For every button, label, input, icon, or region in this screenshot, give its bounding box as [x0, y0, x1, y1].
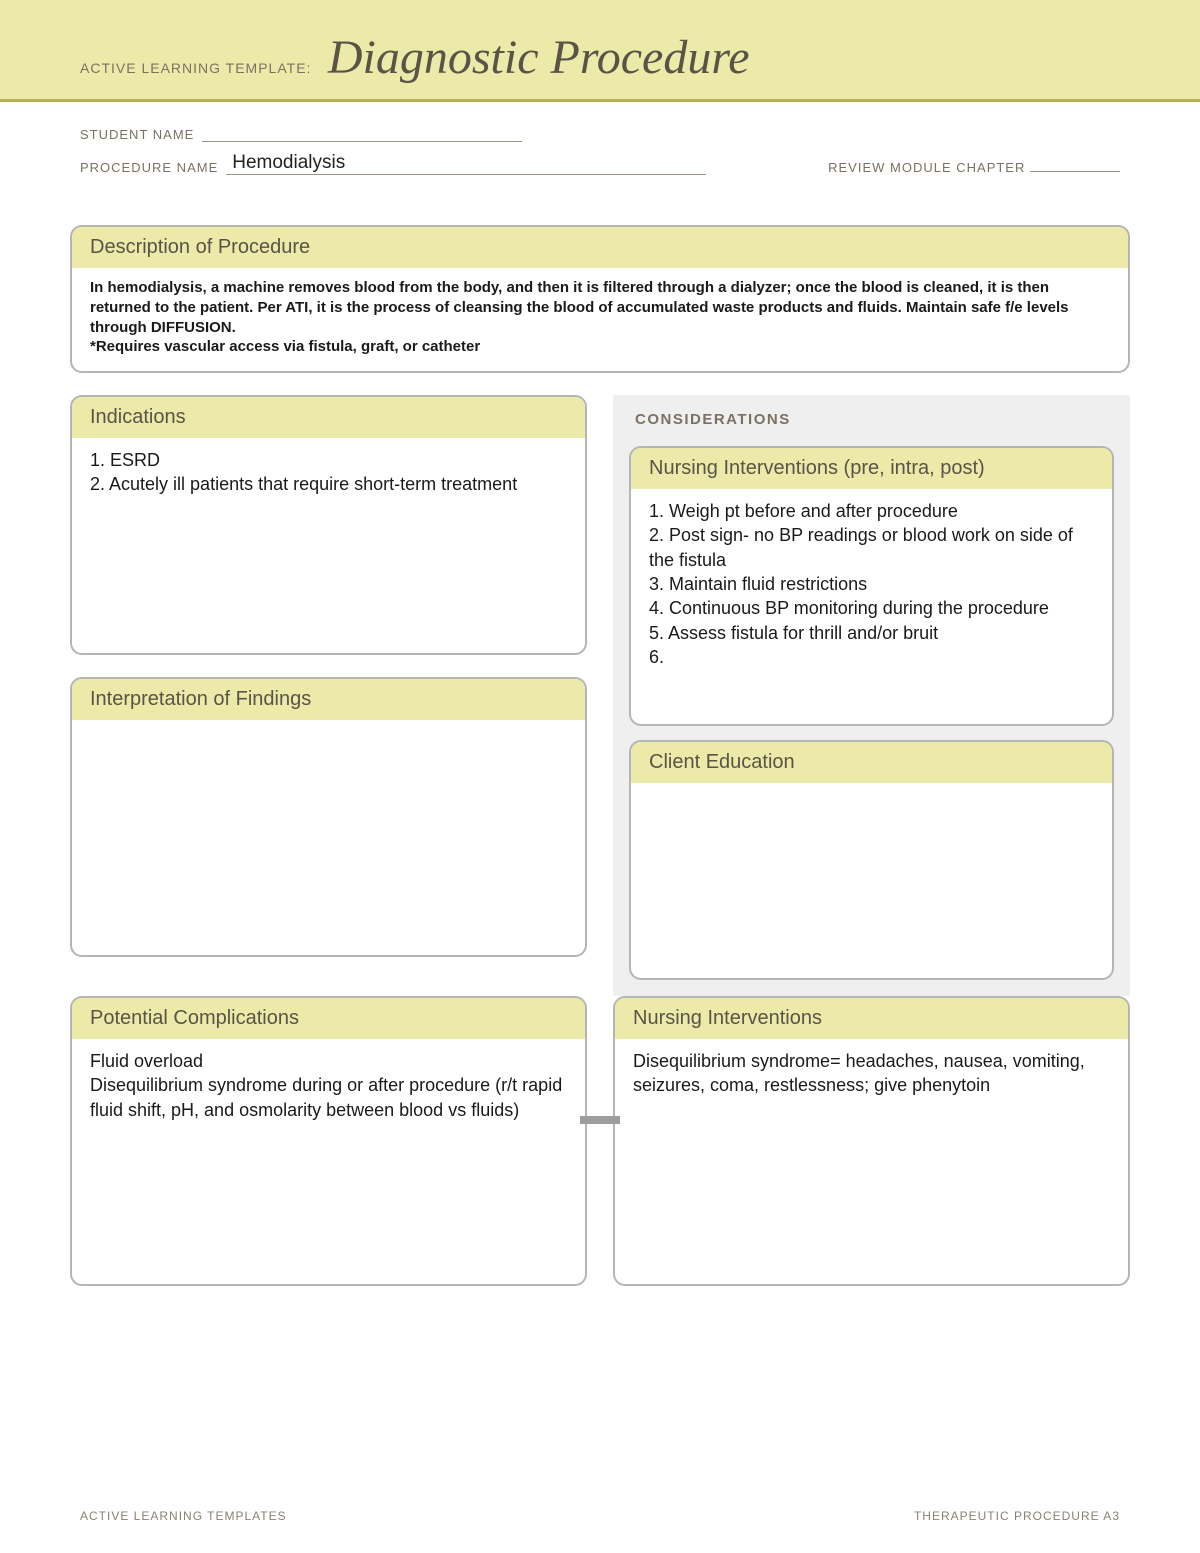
description-box: Description of Procedure In hemodialysis… [70, 225, 1130, 373]
review-chapter-label-text: REVIEW MODULE CHAPTER [828, 160, 1025, 175]
right-column: CONSIDERATIONS Nursing Interventions (pr… [613, 395, 1130, 996]
indications-body: 1. ESRD2. Acutely ill patients that requ… [72, 438, 585, 511]
considerations-panel: CONSIDERATIONS Nursing Interventions (pr… [613, 395, 1130, 996]
client-education-box: Client Education [629, 740, 1114, 980]
box-connector [580, 1116, 620, 1124]
review-chapter-field[interactable] [1030, 156, 1120, 172]
nursing-interventions2-title: Nursing Interventions [615, 998, 1128, 1039]
bottom-row: Potential Complications Fluid overloadDi… [70, 996, 1130, 1286]
footer-right: THERAPEUTIC PROCEDURE A3 [914, 1509, 1120, 1523]
indications-box: Indications 1. ESRD2. Acutely ill patien… [70, 395, 587, 655]
nursing-interventions-box: Nursing Interventions (pre, intra, post)… [629, 446, 1114, 726]
procedure-name-label: PROCEDURE NAME [80, 160, 218, 175]
nursing-interventions2-body: Disequilibrium syndrome= headaches, naus… [615, 1039, 1128, 1112]
procedure-name-field[interactable]: Hemodialysis [226, 152, 706, 175]
page-footer: ACTIVE LEARNING TEMPLATES THERAPEUTIC PR… [80, 1509, 1120, 1523]
footer-left: ACTIVE LEARNING TEMPLATES [80, 1509, 287, 1523]
client-education-title: Client Education [631, 742, 1112, 783]
student-name-field[interactable] [202, 126, 522, 142]
left-column: Indications 1. ESRD2. Acutely ill patien… [70, 395, 587, 996]
complications-body: Fluid overloadDisequilibrium syndrome du… [72, 1039, 585, 1136]
header-band: ACTIVE LEARNING TEMPLATE: Diagnostic Pro… [0, 0, 1200, 102]
interpretation-title: Interpretation of Findings [72, 679, 585, 720]
template-type-label: ACTIVE LEARNING TEMPLATE: [80, 60, 311, 76]
student-name-label: STUDENT NAME [80, 127, 194, 142]
meta-block: STUDENT NAME PROCEDURE NAME Hemodialysis… [0, 102, 1200, 195]
indications-title: Indications [72, 397, 585, 438]
complications-title: Potential Complications [72, 998, 585, 1039]
procedure-name-row: PROCEDURE NAME Hemodialysis REVIEW MODUL… [80, 152, 1120, 175]
nursing-interventions-body: 1. Weigh pt before and after procedure2.… [631, 489, 1112, 683]
interpretation-body [72, 720, 585, 744]
considerations-label: CONSIDERATIONS [629, 411, 1114, 428]
client-education-body [631, 783, 1112, 807]
student-name-row: STUDENT NAME [80, 126, 1120, 142]
nursing-interventions2-box: Nursing Interventions Disequilibrium syn… [613, 996, 1130, 1286]
content-area: Description of Procedure In hemodialysis… [0, 195, 1200, 1286]
middle-row: Indications 1. ESRD2. Acutely ill patien… [70, 395, 1130, 996]
description-body: In hemodialysis, a machine removes blood… [72, 268, 1128, 371]
description-title: Description of Procedure [72, 227, 1128, 268]
page-title: Diagnostic Procedure [328, 31, 750, 84]
interpretation-box: Interpretation of Findings [70, 677, 587, 957]
nursing-interventions-title: Nursing Interventions (pre, intra, post) [631, 448, 1112, 489]
complications-box: Potential Complications Fluid overloadDi… [70, 996, 587, 1286]
review-chapter-label: REVIEW MODULE CHAPTER [828, 156, 1120, 175]
